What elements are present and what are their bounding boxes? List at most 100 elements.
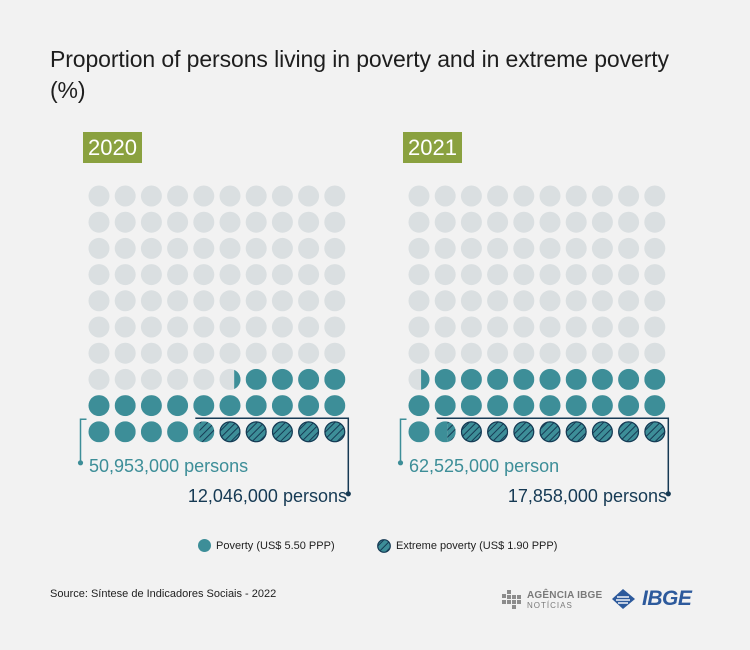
waffle-dot-empty [487, 316, 509, 338]
waffle-dot-extreme-outline [271, 421, 293, 443]
extreme-total-2020: 12,046,000 persons [187, 486, 347, 506]
waffle-dot-empty [167, 211, 189, 233]
waffle-dot-empty [140, 316, 162, 338]
waffle-dot-empty [219, 316, 241, 338]
waffle-dot-extreme-outline [618, 421, 640, 443]
waffle-dot-empty [245, 264, 267, 286]
waffle-dot-empty [565, 211, 587, 233]
waffle-dot-empty [88, 264, 110, 286]
waffle-dot-empty [140, 368, 162, 390]
waffle-dot-empty [618, 237, 640, 259]
waffle-dot-empty [88, 290, 110, 312]
waffle-dot-poverty [408, 421, 430, 443]
waffle-dot-extreme [539, 421, 561, 443]
waffle-dot-empty [114, 316, 136, 338]
waffle-dot-poverty [167, 395, 189, 417]
waffle-dot-empty [193, 264, 215, 286]
waffle-dot-empty [324, 290, 346, 312]
waffle-dot-empty [298, 211, 320, 233]
waffle-dot-poverty [618, 395, 640, 417]
waffle-dot-empty [513, 237, 535, 259]
agencia-logo-subtext: NOTÍCIAS [527, 601, 573, 610]
waffle-dot-extreme [219, 421, 241, 443]
waffle-dot-empty [539, 237, 561, 259]
waffle-dot-extreme [271, 421, 293, 443]
waffle-dot-poverty [487, 395, 509, 417]
waffle-dot-poverty [298, 368, 320, 390]
waffle-dot-empty [487, 211, 509, 233]
waffle-dot-empty [408, 290, 430, 312]
waffle-dot-empty [193, 237, 215, 259]
waffle-dot-empty [434, 185, 456, 207]
waffle-dot-poverty [408, 395, 430, 417]
waffle-dot-extreme [245, 421, 267, 443]
waffle-dot-empty [271, 342, 293, 364]
waffle-dot-empty [408, 237, 430, 259]
waffle-dot-empty [513, 185, 535, 207]
waffle-dot-extreme-outline [591, 421, 613, 443]
waffle-panel-2021 [397, 185, 671, 497]
legend-item-extreme: Extreme poverty (US$ 1.90 PPP) [377, 539, 557, 553]
waffle-dot-empty [167, 237, 189, 259]
waffle-dot-empty [114, 368, 136, 390]
waffle-dot-empty [114, 264, 136, 286]
waffle-dot-empty [88, 316, 110, 338]
waffle-dot-empty [140, 185, 162, 207]
waffle-dot-empty [219, 185, 241, 207]
waffle-dot-empty [618, 185, 640, 207]
waffle-dot-empty [513, 211, 535, 233]
waffle-dot-poverty [421, 368, 430, 390]
waffle-dot-poverty [324, 368, 346, 390]
waffle-dot-empty [408, 342, 430, 364]
waffle-dot-empty [193, 185, 215, 207]
waffle-dot-poverty [434, 421, 448, 443]
waffle-dot-empty [271, 316, 293, 338]
poverty-connector-line [399, 418, 407, 463]
waffle-dot-extreme [644, 421, 666, 443]
waffle-dot-empty [114, 290, 136, 312]
waffle-dot-empty [487, 342, 509, 364]
waffle-dot-empty [140, 342, 162, 364]
waffle-dot-poverty [618, 368, 640, 390]
extreme-connector-line [436, 417, 670, 494]
waffle-dot-empty [487, 290, 509, 312]
waffle-dot-empty [539, 264, 561, 286]
waffle-dot-empty [644, 290, 666, 312]
waffle-dot-extreme [460, 421, 482, 443]
waffle-dot-empty [219, 342, 241, 364]
legend: Poverty (US$ 5.50 PPP) Extreme poverty (… [0, 539, 750, 559]
legend-label-poverty: Poverty (US$ 5.50 PPP) [216, 539, 335, 552]
waffle-dot-empty [245, 211, 267, 233]
legend-swatch-extreme [377, 539, 391, 553]
waffle-dot-empty [298, 237, 320, 259]
waffle-dot-empty [219, 264, 241, 286]
waffle-dot-empty [644, 237, 666, 259]
waffle-dot-extreme [565, 421, 587, 443]
waffle-dot-empty [324, 237, 346, 259]
legend-item-poverty: Poverty (US$ 5.50 PPP) [198, 539, 335, 552]
waffle-dot-empty [245, 237, 267, 259]
agencia-grid-icon [502, 590, 521, 609]
waffle-dot-empty [271, 211, 293, 233]
waffle-dot-poverty [513, 368, 535, 390]
waffle-dot-poverty [324, 395, 346, 417]
waffle-dot-empty [167, 316, 189, 338]
waffle-dot-empty [460, 316, 482, 338]
waffle-dot-empty [618, 342, 640, 364]
waffle-dot-empty [88, 237, 110, 259]
waffle-dot-extreme [298, 421, 320, 443]
waffle-dot-empty [408, 264, 430, 286]
waffle-dot-extreme-outline [565, 421, 587, 443]
extreme-connector-line [195, 417, 350, 494]
year-badge-2021: 2021 [403, 132, 462, 163]
waffle-dot-empty [434, 264, 456, 286]
poverty-connector-dot [77, 460, 84, 466]
waffle-dot-empty [618, 211, 640, 233]
waffle-dot-empty [434, 290, 456, 312]
waffle-dot-poverty [245, 395, 267, 417]
waffle-dot-empty [513, 316, 535, 338]
ibge-mark-icon [612, 589, 635, 609]
waffle-dot-empty [618, 316, 640, 338]
waffle-dot-empty [591, 237, 613, 259]
waffle-dot-empty [140, 211, 162, 233]
